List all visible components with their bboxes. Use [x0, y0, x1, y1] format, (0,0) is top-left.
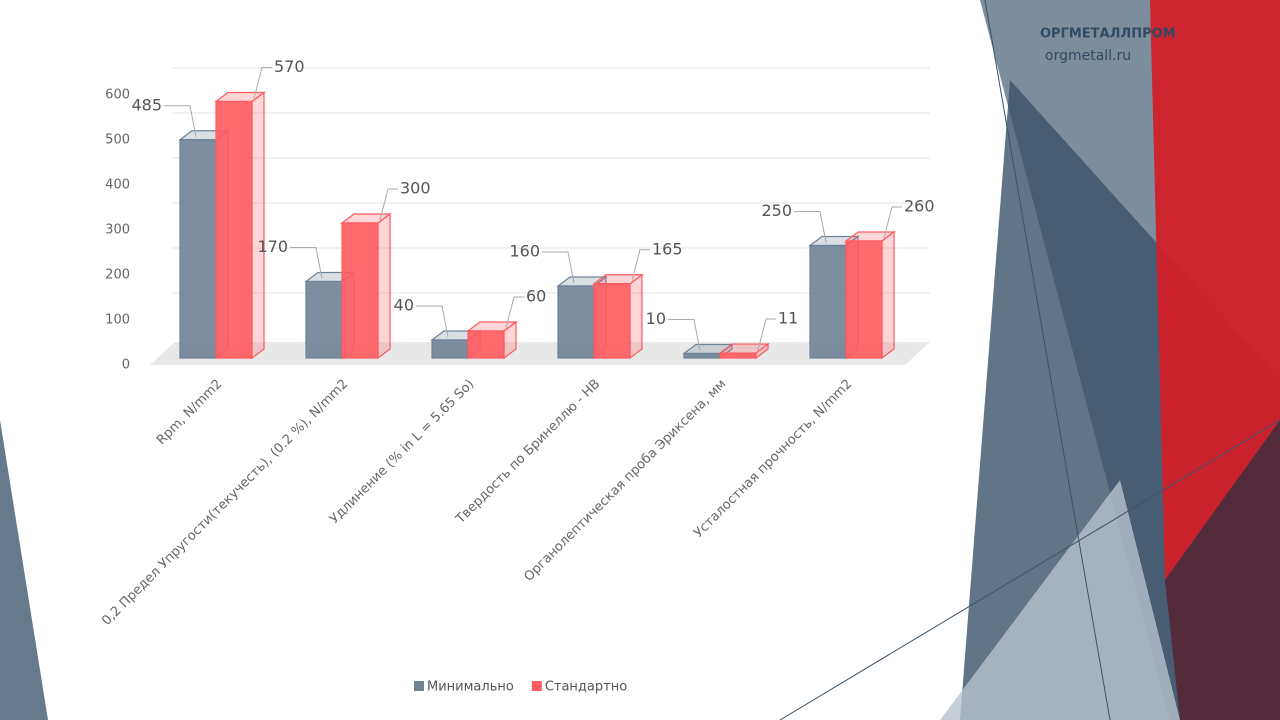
data-label: 40	[394, 296, 414, 315]
data-label: 570	[274, 57, 305, 76]
leader-line	[290, 247, 323, 279]
bar-front	[845, 240, 883, 359]
bar-side	[881, 230, 895, 360]
y-tick-label: 200	[105, 268, 130, 283]
y-tick-label: 600	[105, 88, 130, 103]
legend-label: Стандартно	[545, 680, 627, 695]
y-tick-label: 300	[105, 223, 130, 238]
data-label: 60	[526, 287, 546, 306]
bar-side	[377, 212, 391, 360]
bar-front	[431, 339, 469, 359]
y-tick-label: 400	[105, 178, 130, 193]
data-label: 250	[761, 201, 792, 220]
brand-name: ОРГМЕТАЛЛПРОМ	[1040, 27, 1176, 42]
y-tick-label: 500	[105, 133, 130, 148]
bar-side	[629, 273, 643, 360]
brand-site: orgmetall.ru	[1045, 48, 1131, 64]
bar	[466, 320, 518, 360]
bar	[844, 230, 896, 360]
data-label: 485	[131, 95, 162, 114]
bar-front	[557, 285, 595, 359]
leader-line	[631, 249, 650, 281]
legend-swatch	[414, 681, 424, 691]
data-label: 10	[646, 309, 666, 328]
y-tick-label: 0	[122, 358, 130, 373]
bar	[214, 91, 266, 360]
leader-line	[883, 206, 902, 239]
bar-front	[305, 280, 343, 359]
y-tick-label: 100	[105, 313, 130, 328]
leader-line	[542, 251, 575, 284]
leader-line	[253, 67, 272, 99]
data-label: 160	[509, 242, 540, 261]
bar	[340, 212, 392, 360]
bar-front	[809, 244, 847, 359]
data-label: 11	[778, 309, 798, 328]
bar-front	[467, 330, 505, 359]
leader-line	[379, 188, 398, 221]
data-label: 165	[652, 239, 683, 258]
leader-line	[505, 296, 524, 329]
bar-front	[593, 283, 631, 359]
bar	[592, 273, 644, 360]
legend-swatch	[531, 681, 542, 691]
legend-label: Минимально	[427, 680, 514, 695]
leader-line	[794, 211, 827, 243]
leader-line	[164, 105, 197, 137]
bar	[718, 342, 770, 360]
data-label: 300	[400, 179, 431, 198]
bar-front	[683, 352, 721, 359]
data-label: 260	[904, 197, 935, 216]
bar-front	[215, 100, 253, 359]
bar-front	[179, 139, 217, 359]
leader-line	[416, 305, 449, 338]
bar-side	[251, 91, 265, 360]
bar-front	[341, 222, 379, 359]
bar-front	[719, 352, 757, 359]
leader-line	[757, 318, 776, 351]
data-label: 170	[257, 237, 288, 256]
leader-line	[668, 319, 701, 351]
